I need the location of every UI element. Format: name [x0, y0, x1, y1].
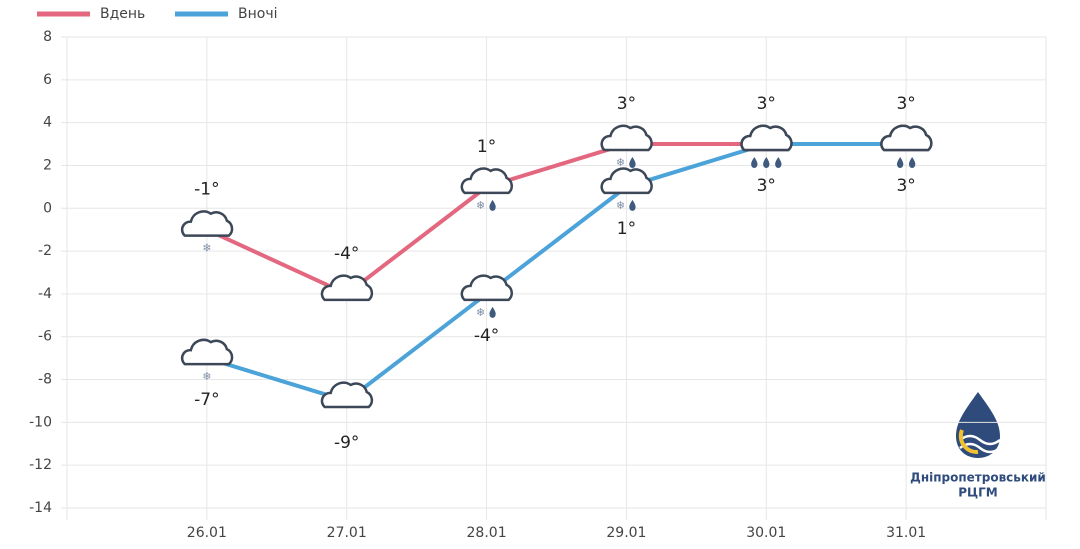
weather-marker: [740, 124, 793, 169]
cloud-icon: [600, 124, 653, 152]
cloud-icon: [320, 381, 374, 409]
weather-marker: ❄: [600, 167, 653, 212]
x-tick-label: 27.01: [327, 525, 367, 541]
legend-label: Вночі: [238, 6, 277, 22]
value-label: 3°: [896, 94, 915, 114]
rain-icon: [908, 157, 916, 169]
rain-icon: [775, 157, 782, 169]
value-label: -7°: [194, 390, 219, 410]
snow-icon: ❄: [476, 306, 485, 319]
snow-icon: ❄: [616, 199, 625, 212]
series-line: [206, 142, 907, 297]
value-label: 1°: [617, 219, 636, 239]
cloud-icon: [180, 338, 234, 366]
cloud-icon: [320, 274, 374, 302]
x-tick-label: 26.01: [187, 525, 227, 541]
x-tick-label: 31.01: [886, 525, 926, 541]
weather-marker: [880, 124, 933, 169]
rain-icon: [751, 157, 758, 169]
value-label: 3°: [757, 94, 776, 114]
logo-text: РЦГМ: [958, 486, 998, 500]
y-tick-label: 2: [43, 157, 52, 173]
snow-icon: ❄: [202, 370, 211, 383]
cloud-icon: [460, 274, 513, 302]
y-tick-label: -6: [38, 329, 52, 345]
value-label: 3°: [896, 176, 915, 196]
cloud-icon: [180, 210, 234, 237]
value-label: 1°: [477, 137, 496, 157]
logo-arc: [958, 429, 979, 455]
y-tick-label: -4: [38, 286, 52, 302]
y-tick-label: 4: [43, 115, 52, 131]
snow-icon: ❄: [616, 156, 625, 169]
x-tick-label: 28.01: [467, 525, 507, 541]
snow-icon: ❄: [476, 199, 485, 212]
value-label: 3°: [757, 176, 776, 196]
y-tick-label: -12: [29, 457, 52, 473]
weather-marker: ❄: [180, 210, 234, 255]
cloud-icon: [600, 167, 653, 195]
snow-icon: ❄: [202, 242, 211, 255]
weather-marker: ❄: [460, 274, 513, 319]
cloud-icon: [740, 124, 793, 152]
rain-icon: [489, 199, 496, 211]
rain-icon: [763, 157, 770, 169]
weather-marker: [320, 381, 374, 409]
y-tick-label: -2: [38, 243, 52, 259]
value-label: -9°: [334, 433, 359, 453]
cloud-icon: [880, 124, 933, 152]
y-tick-label: -10: [29, 414, 52, 430]
weather-marker: ❄: [180, 338, 234, 383]
rain-icon: [896, 157, 904, 169]
y-tick-label: -14: [29, 500, 52, 516]
weather-marker: ❄: [460, 167, 513, 212]
value-label: 3°: [617, 94, 636, 114]
cloud-icon: [460, 167, 513, 195]
value-label: -4°: [334, 244, 359, 264]
logo-text: Дніпропетровський: [910, 471, 1046, 485]
weather-marker: [320, 274, 374, 302]
series-line: [206, 142, 907, 404]
weather-marker: ❄: [600, 124, 653, 169]
y-tick-label: 6: [43, 72, 52, 88]
rain-icon: [629, 157, 636, 169]
y-tick-label: 8: [43, 29, 52, 45]
logo-drop: [956, 392, 1000, 458]
y-tick-label: -8: [38, 372, 52, 388]
x-tick-label: 30.01: [746, 525, 786, 541]
value-label: -1°: [194, 180, 219, 200]
grid: [61, 36, 1047, 520]
y-tick-label: 0: [43, 200, 52, 216]
rain-icon: [629, 199, 636, 211]
legend-label: Вдень: [100, 6, 145, 22]
rain-icon: [489, 306, 496, 318]
value-label: -4°: [474, 326, 499, 346]
logo: Дніпропетровський РЦГМ: [910, 392, 1046, 500]
x-tick-label: 29.01: [606, 525, 646, 541]
